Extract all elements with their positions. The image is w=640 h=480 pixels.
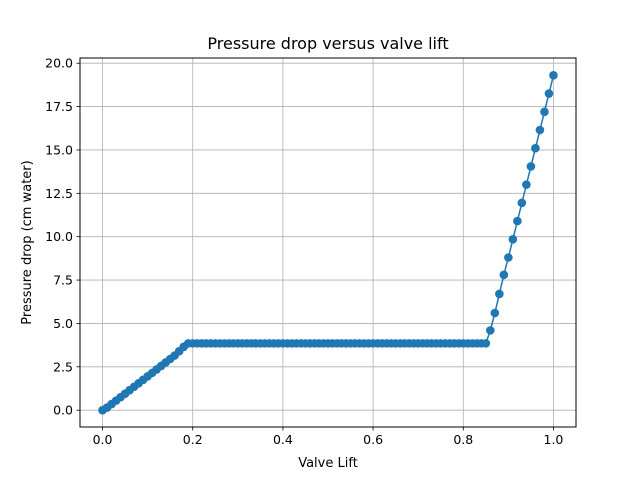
data-point bbox=[526, 162, 536, 171]
data-point bbox=[486, 326, 495, 335]
data-point bbox=[490, 308, 500, 318]
data-point bbox=[535, 125, 545, 135]
x-tick-label: 0.0 bbox=[93, 432, 113, 447]
data-point bbox=[531, 143, 540, 153]
y-tick-label: 7.5 bbox=[53, 273, 73, 288]
grid bbox=[80, 58, 576, 427]
y-tick-label: 0.0 bbox=[53, 403, 73, 418]
x-tick-label: 0.2 bbox=[183, 432, 203, 447]
x-tick-label: 0.6 bbox=[363, 432, 383, 447]
data-point bbox=[499, 270, 509, 280]
x-tick-label: 1.0 bbox=[544, 432, 564, 447]
data-point bbox=[522, 180, 531, 189]
data-point bbox=[481, 339, 491, 348]
data-point bbox=[540, 107, 549, 117]
data-point bbox=[495, 289, 504, 299]
y-tick-label: 12.5 bbox=[45, 186, 73, 201]
y-tick-label: 17.5 bbox=[45, 99, 73, 114]
data-point bbox=[504, 253, 513, 262]
data-point bbox=[508, 234, 518, 244]
x-axis-label: Valve Lift bbox=[298, 456, 358, 471]
axis-ticks: 0.0 0.2 0.4 0.6 0.8 1.0 0.0 2.5 5.0 7.5 10.0 12.5 15… bbox=[45, 56, 563, 447]
y-axis-label: Pressure drop (cm water) bbox=[20, 160, 35, 324]
x-tick-label: 0.8 bbox=[453, 432, 473, 447]
chart-title: Pressure drop versus valve lift bbox=[207, 34, 448, 53]
y-tick-label: 20.0 bbox=[45, 56, 73, 71]
axes-frame bbox=[79, 57, 577, 428]
data-point bbox=[517, 198, 527, 208]
data-series bbox=[98, 71, 558, 415]
y-tick-label: 2.5 bbox=[53, 359, 73, 374]
data-point bbox=[513, 216, 522, 226]
data-point bbox=[544, 89, 554, 98]
y-tick-label: 15.0 bbox=[45, 142, 73, 157]
x-tick-label: 0.4 bbox=[273, 432, 293, 447]
y-tick-label: 5.0 bbox=[53, 316, 73, 331]
data-point bbox=[549, 71, 558, 80]
y-tick-label: 10.0 bbox=[45, 229, 73, 244]
